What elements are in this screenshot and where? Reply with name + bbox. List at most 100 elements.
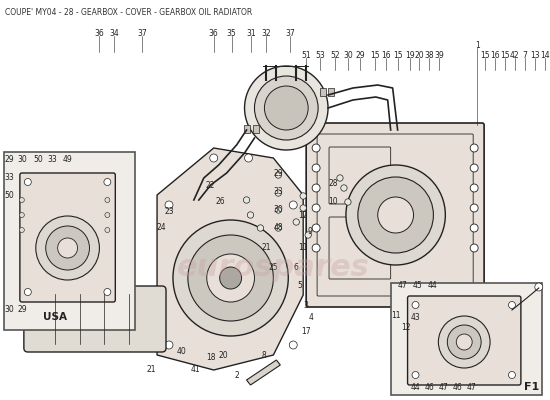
Text: 9: 9	[307, 228, 312, 236]
Circle shape	[24, 288, 31, 296]
Text: 11: 11	[299, 244, 308, 252]
Bar	[4, 152, 135, 330]
Circle shape	[245, 154, 252, 162]
FancyBboxPatch shape	[24, 286, 166, 352]
Circle shape	[508, 302, 515, 308]
Text: 17: 17	[301, 328, 311, 336]
Text: 16: 16	[381, 50, 390, 60]
Text: 26: 26	[216, 198, 225, 206]
Circle shape	[337, 175, 343, 181]
Circle shape	[275, 190, 282, 196]
Circle shape	[300, 205, 306, 211]
Text: 1: 1	[475, 40, 480, 50]
Circle shape	[210, 154, 218, 162]
Text: 16: 16	[490, 50, 500, 60]
Text: 29: 29	[273, 168, 283, 178]
Circle shape	[470, 204, 478, 212]
Text: 50: 50	[4, 190, 14, 200]
Text: 42: 42	[510, 50, 520, 60]
Text: 33: 33	[273, 188, 283, 196]
Text: 40: 40	[177, 348, 187, 356]
Circle shape	[188, 235, 273, 321]
Circle shape	[508, 372, 515, 378]
Text: 47: 47	[466, 384, 476, 392]
Text: 21: 21	[262, 244, 271, 252]
Text: 43: 43	[411, 314, 420, 322]
Text: 2: 2	[234, 370, 239, 380]
Text: 18: 18	[206, 354, 216, 362]
Bar	[390, 283, 542, 395]
Text: 25: 25	[268, 264, 278, 272]
Text: 35: 35	[227, 28, 236, 38]
Text: 15: 15	[393, 50, 403, 60]
Circle shape	[470, 144, 478, 152]
Text: 30: 30	[4, 306, 14, 314]
Text: 3: 3	[304, 300, 309, 310]
Circle shape	[470, 224, 478, 232]
Circle shape	[245, 66, 328, 150]
Text: 49: 49	[63, 156, 73, 164]
Circle shape	[46, 226, 90, 270]
Bar	[254, 125, 260, 133]
Text: 8: 8	[261, 350, 266, 360]
Circle shape	[243, 197, 250, 203]
Text: 36: 36	[95, 28, 104, 38]
Text: 39: 39	[434, 50, 444, 60]
Text: 14: 14	[540, 50, 549, 60]
Circle shape	[219, 267, 241, 289]
Circle shape	[470, 244, 478, 252]
Circle shape	[24, 178, 31, 186]
Bar	[244, 125, 250, 133]
Text: 15: 15	[500, 50, 510, 60]
Circle shape	[275, 172, 282, 178]
Text: 6: 6	[294, 264, 299, 272]
Text: 50: 50	[33, 156, 43, 164]
Circle shape	[312, 164, 320, 172]
Text: 53: 53	[315, 50, 325, 60]
Text: 20: 20	[415, 50, 424, 60]
Text: 51: 51	[301, 50, 311, 60]
Circle shape	[456, 334, 472, 350]
Circle shape	[345, 199, 351, 205]
Text: 15: 15	[480, 50, 490, 60]
Circle shape	[36, 216, 100, 280]
FancyBboxPatch shape	[408, 296, 521, 385]
Text: 11: 11	[391, 310, 400, 320]
Text: 33: 33	[4, 174, 14, 182]
Text: 28: 28	[328, 178, 338, 188]
Text: COUPE' MY04 - 28 - GEARBOX - COVER - GEARBOX OIL RADIATOR: COUPE' MY04 - 28 - GEARBOX - COVER - GEA…	[5, 8, 252, 17]
Circle shape	[19, 198, 24, 202]
Circle shape	[470, 164, 478, 172]
Circle shape	[305, 232, 311, 238]
Circle shape	[535, 283, 543, 291]
Text: 10: 10	[328, 198, 338, 206]
Text: 46: 46	[453, 384, 462, 392]
Text: 24: 24	[156, 224, 166, 232]
Circle shape	[358, 177, 433, 253]
Circle shape	[346, 165, 446, 265]
Circle shape	[104, 288, 111, 296]
Circle shape	[265, 86, 308, 130]
Text: 36: 36	[209, 28, 218, 38]
Text: 38: 38	[425, 50, 435, 60]
Circle shape	[207, 254, 255, 302]
Circle shape	[470, 184, 478, 192]
Polygon shape	[157, 148, 303, 370]
Circle shape	[312, 244, 320, 252]
Text: USA: USA	[43, 312, 67, 322]
Bar	[320, 88, 326, 96]
Text: 22: 22	[206, 180, 216, 190]
Text: 30: 30	[17, 156, 27, 164]
Text: 45: 45	[412, 280, 422, 290]
Bar	[328, 88, 334, 96]
Circle shape	[19, 212, 24, 218]
Text: F1: F1	[524, 382, 540, 392]
Circle shape	[312, 184, 320, 192]
Text: 31: 31	[247, 28, 256, 38]
Text: 5: 5	[298, 280, 302, 290]
Circle shape	[105, 198, 110, 202]
Circle shape	[173, 220, 288, 336]
Text: 37: 37	[285, 28, 295, 38]
Text: 20: 20	[219, 350, 228, 360]
Text: 12: 12	[401, 324, 410, 332]
